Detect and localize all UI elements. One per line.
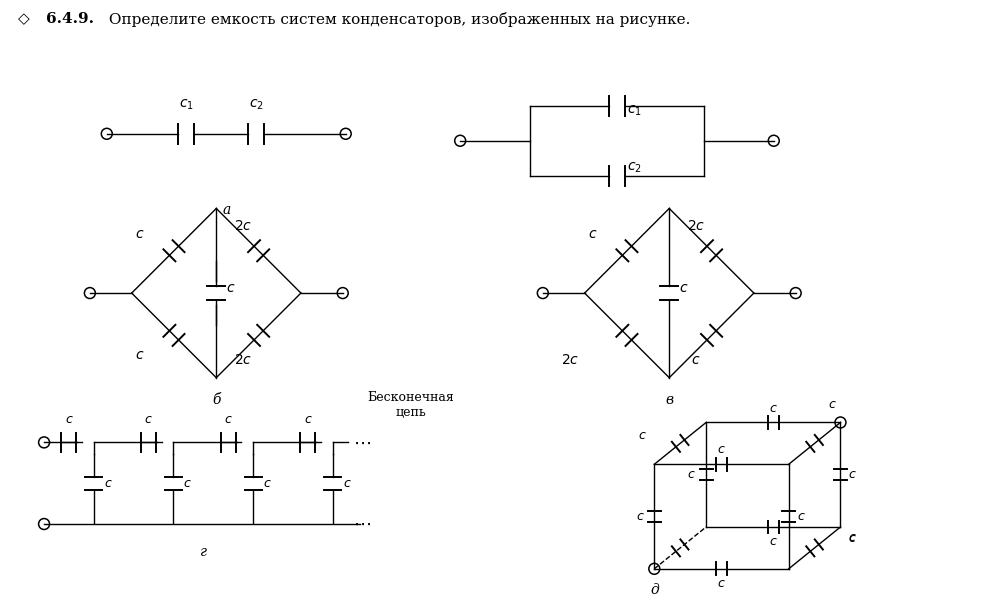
Text: $c_2$: $c_2$ <box>248 98 264 112</box>
Text: ◇: ◇ <box>18 12 30 26</box>
Text: $c_2$: $c_2$ <box>626 161 641 175</box>
Text: $c$: $c$ <box>690 353 699 367</box>
Text: $c$: $c$ <box>828 397 836 411</box>
Text: $c$: $c$ <box>848 531 857 544</box>
Text: $c$: $c$ <box>103 477 112 490</box>
Text: $c$: $c$ <box>343 477 351 490</box>
Text: $c$: $c$ <box>587 228 597 241</box>
Text: $c$: $c$ <box>635 510 643 523</box>
Text: $c$: $c$ <box>716 577 725 590</box>
Text: $\cdots$: $\cdots$ <box>353 515 371 533</box>
Text: $c$: $c$ <box>769 535 777 548</box>
Text: $c$: $c$ <box>144 413 152 426</box>
Text: а: а <box>221 204 230 218</box>
Text: $c$: $c$ <box>263 477 272 490</box>
Text: $c$: $c$ <box>848 532 857 545</box>
Text: $c_1$: $c_1$ <box>626 104 641 118</box>
Text: г: г <box>199 545 206 559</box>
Text: $2c$: $2c$ <box>234 220 253 233</box>
Text: б: б <box>211 392 220 407</box>
Text: $c$: $c$ <box>769 402 777 415</box>
Text: $c$: $c$ <box>304 413 312 426</box>
Text: $c$: $c$ <box>678 281 688 295</box>
Text: $c$: $c$ <box>226 281 235 295</box>
Text: $2c$: $2c$ <box>234 353 253 367</box>
Text: д: д <box>649 583 658 597</box>
Text: $c$: $c$ <box>686 468 695 482</box>
Text: $c$: $c$ <box>135 228 144 241</box>
Text: $c$: $c$ <box>796 510 805 523</box>
Text: $c$: $c$ <box>716 443 725 456</box>
Text: $2c$: $2c$ <box>561 353 579 367</box>
Text: Бесконечная
цепь: Бесконечная цепь <box>368 391 454 419</box>
Text: $c$: $c$ <box>64 413 73 426</box>
Text: $c$: $c$ <box>135 348 144 362</box>
Text: $c$: $c$ <box>223 413 232 426</box>
Text: $\cdots$: $\cdots$ <box>353 434 371 451</box>
Text: Определите емкость систем конденсаторов, изображенных на рисунке.: Определите емкость систем конденсаторов,… <box>103 12 689 27</box>
Text: $c_1$: $c_1$ <box>178 98 193 112</box>
Text: $c$: $c$ <box>183 477 192 490</box>
Text: в: в <box>664 392 672 407</box>
Text: $2c$: $2c$ <box>686 220 704 233</box>
Text: 6.4.9.: 6.4.9. <box>46 12 94 26</box>
Text: $c$: $c$ <box>848 468 857 482</box>
Text: $c$: $c$ <box>637 429 645 442</box>
